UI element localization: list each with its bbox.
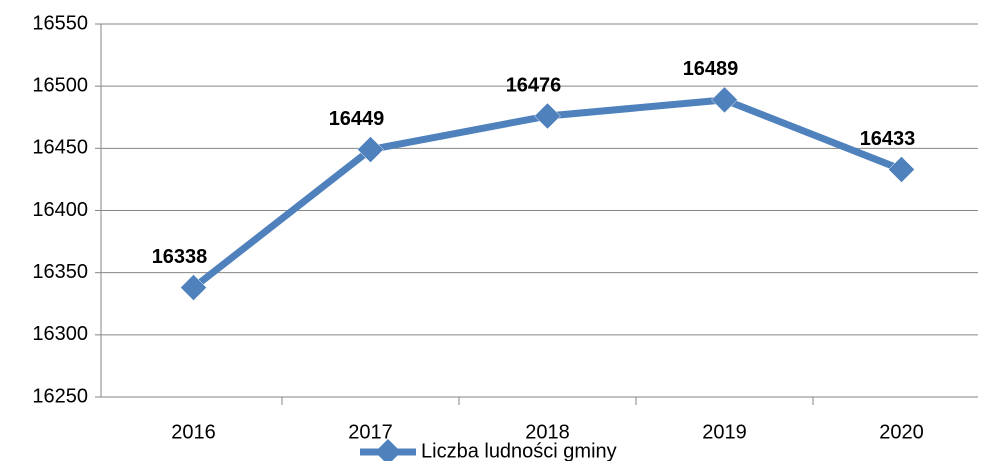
data-label: 16449 [329, 108, 385, 130]
y-tick-label: 16250 [32, 385, 88, 407]
legend-marker [375, 439, 401, 461]
data-label: 16433 [860, 128, 916, 150]
x-tick-label: 2018 [525, 421, 570, 443]
y-tick-label: 16500 [32, 74, 88, 96]
x-tick-label: 2019 [702, 421, 747, 443]
data-label: 16338 [152, 246, 208, 268]
data-point [711, 86, 738, 114]
data-point [357, 136, 384, 163]
data-point [180, 274, 207, 301]
x-tick-label: 2016 [171, 421, 216, 443]
data-point [534, 102, 561, 130]
x-tick-label: 2017 [348, 421, 393, 443]
y-tick-label: 16300 [32, 323, 88, 345]
x-tick-label: 2020 [879, 421, 924, 443]
data-label: 16476 [506, 74, 562, 96]
legend-label: Liczba ludności gminy [421, 440, 617, 461]
data-point [888, 156, 915, 183]
y-tick-label: 16450 [32, 137, 88, 159]
data-label: 16489 [683, 58, 739, 80]
y-tick-label: 16550 [32, 12, 88, 34]
y-tick-label: 16400 [32, 199, 88, 221]
y-tick-label: 16350 [32, 261, 88, 283]
